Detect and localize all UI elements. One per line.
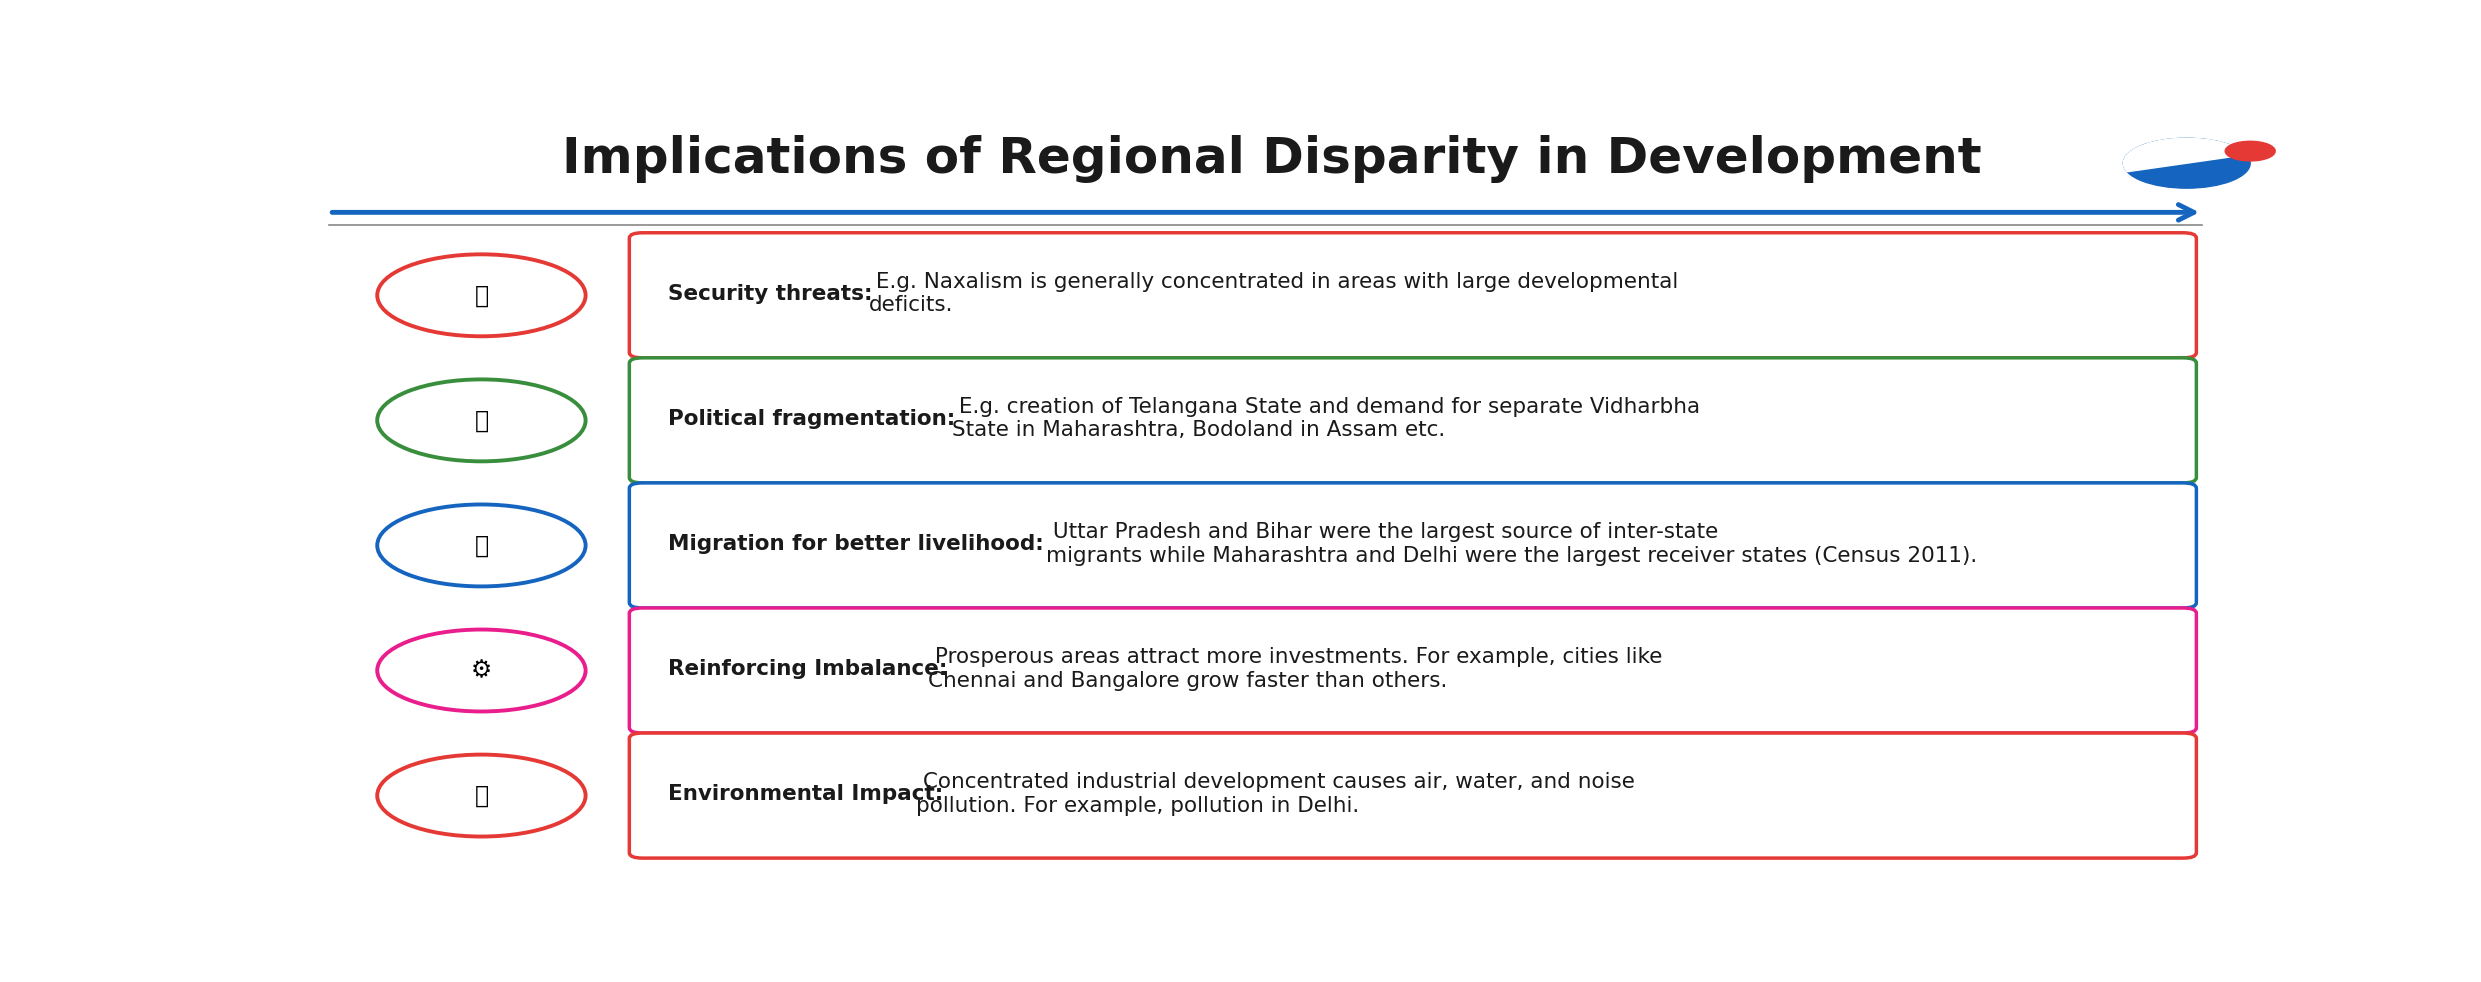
Circle shape [377, 505, 586, 586]
Text: Migration for better livelihood:: Migration for better livelihood: [667, 534, 1045, 554]
Text: Environmental Impact:: Environmental Impact: [667, 784, 943, 804]
Text: Reinforcing Imbalance:: Reinforcing Imbalance: [667, 659, 948, 679]
Text: ⚙: ⚙ [471, 659, 491, 682]
FancyBboxPatch shape [630, 733, 2196, 858]
Text: Political fragmentation:: Political fragmentation: [667, 409, 955, 429]
FancyBboxPatch shape [630, 233, 2196, 357]
Circle shape [2225, 141, 2275, 161]
Text: E.g. Naxalism is generally concentrated in areas with large developmental
defici: E.g. Naxalism is generally concentrated … [868, 272, 1677, 315]
Text: 🖥: 🖥 [474, 283, 489, 307]
Text: 🌿: 🌿 [474, 784, 489, 807]
Text: Prosperous areas attract more investments. For example, cities like
Chennai and : Prosperous areas attract more investment… [928, 647, 1662, 690]
Text: E.g. creation of Telangana State and demand for separate Vidharbha
State in Maha: E.g. creation of Telangana State and dem… [953, 398, 1699, 441]
Circle shape [377, 629, 586, 712]
Text: Implications of Regional Disparity in Development: Implications of Regional Disparity in De… [561, 136, 1982, 184]
Circle shape [377, 379, 586, 462]
Circle shape [377, 254, 586, 336]
Wedge shape [2124, 138, 2245, 172]
Circle shape [377, 754, 586, 837]
Text: Security threats:: Security threats: [667, 284, 873, 303]
Text: 🌍: 🌍 [474, 533, 489, 558]
Text: 👥: 👥 [474, 409, 489, 432]
FancyBboxPatch shape [630, 608, 2196, 733]
FancyBboxPatch shape [630, 357, 2196, 483]
FancyBboxPatch shape [630, 483, 2196, 608]
Text: Concentrated industrial development causes air, water, and noise
pollution. For : Concentrated industrial development caus… [915, 773, 1635, 816]
Text: Uttar Pradesh and Bihar were the largest source of inter-state
migrants while Ma: Uttar Pradesh and Bihar were the largest… [1047, 522, 1977, 566]
Circle shape [2124, 138, 2250, 189]
